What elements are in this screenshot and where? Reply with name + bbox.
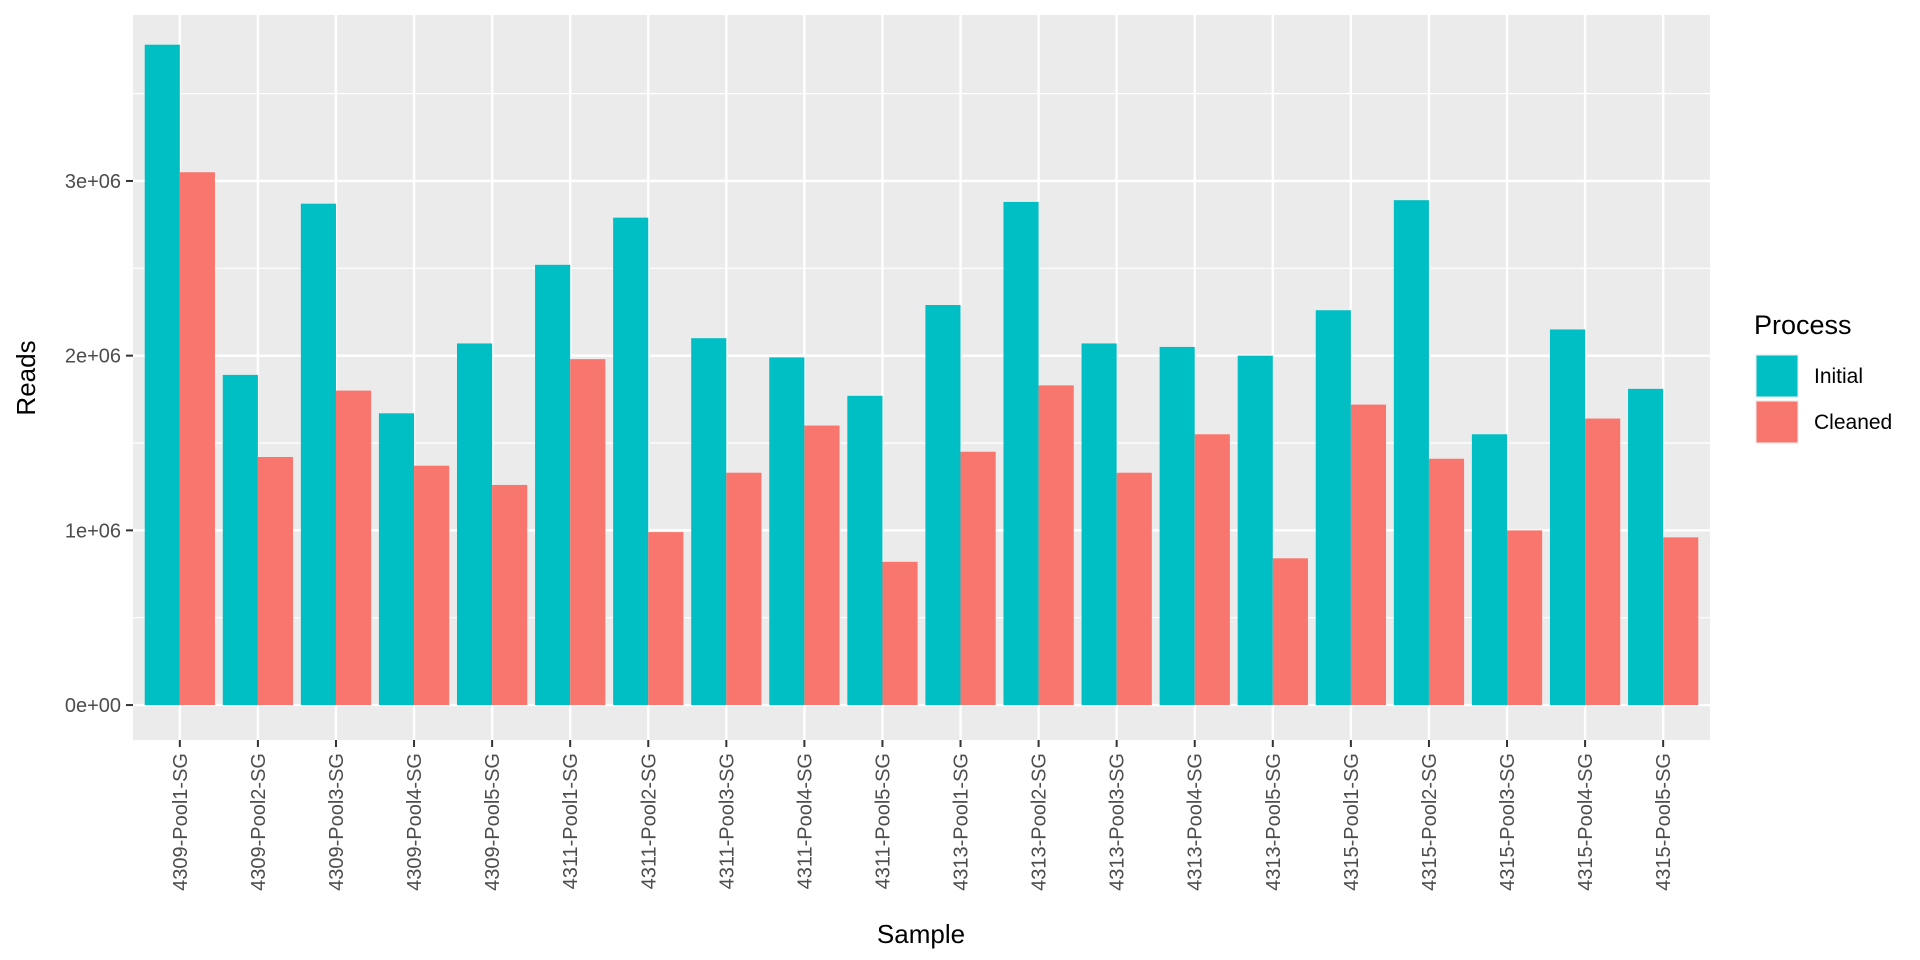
x-tick-label: 4313-Pool5-SG	[1263, 753, 1285, 891]
bar-cleaned	[179, 172, 215, 706]
bar-initial	[1549, 329, 1586, 706]
bar-initial	[300, 203, 336, 706]
x-tick-label: 4315-Pool3-SG	[1497, 753, 1519, 891]
legend-key-initial	[1756, 355, 1798, 397]
x-axis-title: Sample	[877, 919, 965, 949]
bar-initial	[1237, 355, 1273, 706]
bar-cleaned	[1663, 537, 1699, 706]
x-tick-label: 4315-Pool2-SG	[1419, 753, 1441, 891]
legend-label-cleaned: Cleaned	[1814, 411, 1892, 434]
bar-cleaned	[1507, 530, 1543, 706]
bar-initial	[1159, 346, 1195, 706]
bar-initial	[925, 305, 961, 706]
y-tick-label: 1e+06	[65, 520, 121, 542]
bar-cleaned	[726, 472, 762, 706]
bar-cleaned	[335, 390, 372, 706]
bar-cleaned	[1116, 472, 1152, 706]
legend: Process Initial Cleaned	[1754, 310, 1892, 444]
bar-initial	[456, 343, 493, 706]
x-tick-label: 4311-Pool1-SG	[560, 753, 582, 889]
x-tick-label: 4315-Pool4-SG	[1575, 753, 1597, 891]
bar-cleaned	[1194, 434, 1230, 706]
bar-cleaned	[492, 484, 528, 706]
x-tick-label: 4309-Pool5-SG	[482, 753, 504, 891]
x-tick-label: 4309-Pool3-SG	[326, 753, 348, 891]
bar-initial	[1393, 200, 1429, 706]
x-tick-label: 4311-Pool2-SG	[638, 753, 660, 889]
bar-cleaned	[648, 532, 684, 706]
bar-initial	[1081, 343, 1117, 706]
bar-initial	[378, 413, 415, 706]
bar-initial	[691, 338, 727, 706]
bar-initial	[613, 217, 649, 706]
bar-initial	[144, 44, 180, 706]
bar-cleaned	[804, 425, 840, 706]
x-tick-label: 4309-Pool1-SG	[170, 753, 192, 891]
bar-initial	[1315, 310, 1351, 706]
bar-cleaned	[960, 451, 996, 706]
bar-initial	[535, 264, 571, 706]
bar-initial	[1003, 201, 1039, 706]
bars	[144, 44, 1699, 706]
x-tick-label: 4315-Pool1-SG	[1341, 753, 1363, 891]
legend-key-cleaned	[1756, 401, 1798, 443]
bar-cleaned	[882, 561, 918, 706]
bar-cleaned	[1428, 458, 1465, 706]
x-tick-label: 4315-Pool5-SG	[1653, 753, 1675, 891]
y-tick-label: 2e+06	[65, 346, 121, 368]
x-tick-label: 4313-Pool2-SG	[1029, 753, 1051, 891]
x-tick-label: 4313-Pool3-SG	[1107, 753, 1129, 891]
x-tick-label: 4311-Pool4-SG	[794, 753, 816, 889]
x-tick-label: 4311-Pool5-SG	[872, 753, 894, 889]
y-tick-label: 3e+06	[65, 171, 121, 193]
bar-initial	[1628, 388, 1664, 706]
bar-cleaned	[1350, 404, 1387, 706]
y-axis-title: Reads	[11, 340, 41, 415]
bar-cleaned	[570, 359, 606, 706]
bar-cleaned	[414, 465, 450, 706]
legend-title: Process	[1754, 310, 1852, 340]
bar-cleaned	[1585, 418, 1621, 706]
bar-initial	[1471, 434, 1508, 706]
bar-initial	[769, 357, 805, 706]
legend-label-initial: Initial	[1814, 365, 1863, 388]
x-tick-label: 4309-Pool2-SG	[248, 753, 270, 891]
x-tick-label: 4309-Pool4-SG	[404, 753, 426, 891]
x-tick-label: 4311-Pool3-SG	[716, 753, 738, 889]
axes: 0e+00 1e+06 2e+06 3e+06 4309-Pool1-SG 4309-Po…	[65, 171, 1675, 891]
bar-initial	[847, 395, 883, 706]
y-tick-label: 0e+00	[65, 695, 121, 717]
bar-cleaned	[1272, 558, 1308, 706]
bar-cleaned	[257, 456, 294, 706]
x-tick-label: 4313-Pool1-SG	[951, 753, 973, 891]
bar-initial	[222, 374, 258, 706]
x-tick-label: 4313-Pool4-SG	[1185, 753, 1207, 891]
bar-cleaned	[1038, 385, 1074, 706]
